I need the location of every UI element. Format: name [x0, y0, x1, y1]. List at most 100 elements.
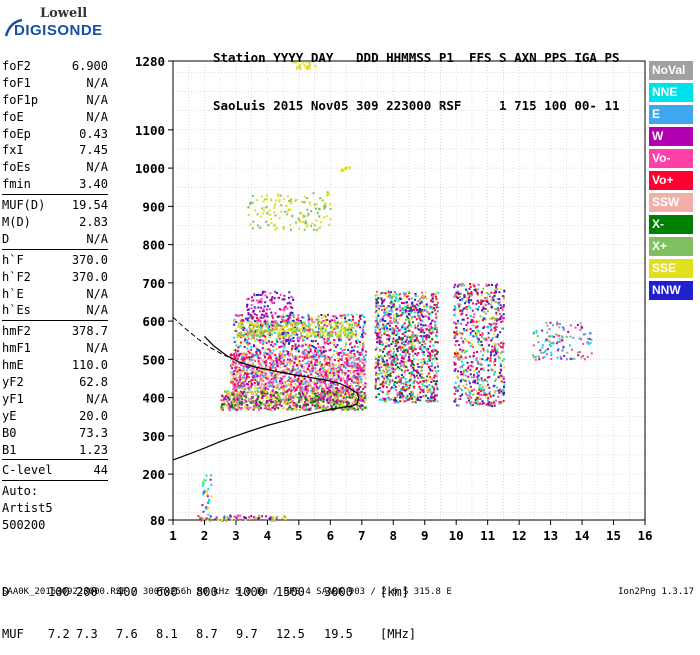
- echo-point: [345, 341, 347, 343]
- echo-point: [421, 366, 423, 368]
- echo-point: [407, 381, 409, 383]
- echo-point: [378, 341, 380, 343]
- echo-point: [477, 361, 479, 363]
- echo-point: [392, 341, 394, 343]
- echo-point: [282, 389, 284, 391]
- echo-point: [357, 378, 359, 380]
- echo-point: [380, 319, 382, 321]
- echo-point: [386, 338, 388, 340]
- echo-point: [500, 390, 502, 392]
- echo-point: [488, 284, 490, 286]
- echo-point: [414, 316, 416, 318]
- echo-point: [395, 358, 397, 360]
- echo-point: [460, 371, 462, 373]
- echo-point: [458, 305, 460, 307]
- echo-point: [401, 328, 403, 330]
- echo-point: [363, 368, 365, 370]
- echo-point: [502, 344, 504, 346]
- echo-point: [502, 309, 504, 311]
- y-tick-label: 600: [142, 314, 165, 329]
- echo-point: [304, 355, 306, 357]
- echo-point: [241, 314, 243, 316]
- echo-point: [225, 395, 227, 397]
- echo-point: [325, 350, 327, 352]
- echo-point: [282, 392, 284, 394]
- y-tick-label: 300: [142, 429, 165, 444]
- echo-point: [308, 323, 310, 325]
- echo-point: [250, 398, 252, 400]
- echo-point: [458, 386, 460, 388]
- echo-point: [257, 384, 259, 386]
- echo-point: [302, 406, 304, 408]
- echo-point: [327, 395, 329, 397]
- echo-point: [478, 392, 480, 394]
- echo-point: [454, 393, 456, 395]
- echo-point: [420, 362, 422, 364]
- echo-point: [340, 315, 342, 317]
- echo-point: [245, 353, 247, 355]
- echo-point: [433, 307, 435, 309]
- echo-point: [432, 345, 434, 347]
- echo-point: [473, 321, 475, 323]
- echo-point: [381, 334, 383, 336]
- echo-point: [241, 403, 243, 405]
- echo-point: [461, 373, 463, 375]
- echo-point: [302, 377, 304, 379]
- echo-point: [400, 338, 402, 340]
- echo-point: [408, 320, 410, 322]
- echo-point: [266, 320, 268, 322]
- echo-point: [253, 405, 255, 407]
- echo-point: [414, 305, 416, 307]
- echo-point: [388, 367, 390, 369]
- echo-point: [277, 365, 279, 367]
- echo-point: [247, 321, 249, 323]
- echo-point: [570, 324, 572, 326]
- echo-point: [308, 363, 310, 365]
- echo-point: [307, 375, 309, 377]
- echo-point: [254, 391, 256, 393]
- echo-point: [313, 381, 315, 383]
- echo-point: [253, 344, 255, 346]
- echo-point: [423, 335, 425, 337]
- echo-point: [359, 381, 361, 383]
- echo-point: [350, 376, 352, 378]
- echo-point: [483, 311, 485, 313]
- echo-point: [466, 401, 468, 403]
- echo-point: [424, 305, 426, 307]
- echo-point: [467, 292, 469, 294]
- y-tick-label: 400: [142, 391, 165, 406]
- echo-point: [235, 382, 237, 384]
- echo-point: [473, 381, 475, 383]
- echo-point: [334, 384, 336, 386]
- echo-point: [263, 389, 265, 391]
- echo-point: [308, 320, 310, 322]
- echo-point: [470, 321, 472, 323]
- echo-point: [287, 390, 289, 392]
- echo-point: [485, 359, 487, 361]
- echo-point: [348, 360, 350, 362]
- echo-point: [395, 293, 397, 295]
- echo-point: [409, 372, 411, 374]
- echo-point: [457, 320, 459, 322]
- echo-point: [275, 391, 277, 393]
- echo-point: [229, 397, 231, 399]
- echo-point: [490, 292, 492, 294]
- echo-point: [241, 392, 243, 394]
- echo-point: [247, 358, 249, 360]
- echo-point: [480, 364, 482, 366]
- echo-point: [434, 324, 436, 326]
- echo-point: [247, 331, 249, 333]
- echo-point: [271, 301, 273, 303]
- echo-point: [498, 303, 500, 305]
- echo-point: [402, 376, 404, 378]
- echo-point: [494, 343, 496, 345]
- echo-point: [563, 329, 565, 331]
- echo-point: [493, 395, 495, 397]
- echo-point: [480, 368, 482, 370]
- echo-point: [319, 354, 321, 356]
- echo-point: [269, 368, 271, 370]
- echo-point: [358, 358, 360, 360]
- echo-point: [411, 298, 413, 300]
- echo-point: [342, 349, 344, 351]
- echo-point: [338, 396, 340, 398]
